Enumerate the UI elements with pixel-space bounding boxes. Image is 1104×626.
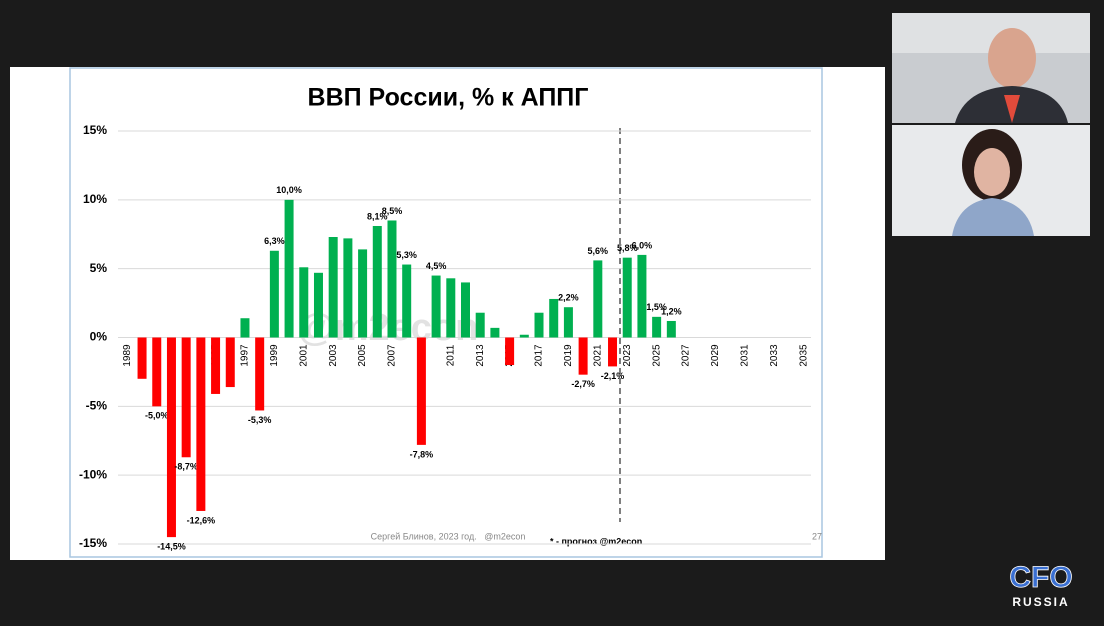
x-tick-label: 2027 bbox=[681, 344, 692, 367]
data-label: 5,3% bbox=[396, 250, 417, 260]
bar bbox=[431, 275, 441, 338]
bar bbox=[313, 272, 323, 338]
data-label: 5,6% bbox=[588, 246, 609, 256]
data-label: 8,5% bbox=[382, 206, 403, 216]
bar bbox=[637, 254, 647, 338]
x-tick-label: 2001 bbox=[298, 344, 309, 367]
x-tick-label: 1989 bbox=[122, 344, 133, 367]
data-label: -5,0% bbox=[145, 411, 169, 421]
bar bbox=[225, 337, 235, 388]
x-tick-label: 1999 bbox=[269, 344, 280, 367]
x-tick-label: 2035 bbox=[798, 344, 809, 367]
bar bbox=[563, 307, 573, 338]
y-tick-label: -10% bbox=[79, 467, 107, 481]
bar bbox=[137, 337, 147, 379]
data-label: 6,0% bbox=[632, 240, 653, 250]
data-label: -7,8% bbox=[410, 449, 434, 459]
y-tick-label: 5% bbox=[90, 261, 108, 275]
x-tick-label: 2033 bbox=[769, 344, 780, 367]
x-tick-label: 2029 bbox=[710, 344, 721, 367]
bar bbox=[343, 238, 353, 338]
logo: RUSSIA bbox=[1012, 595, 1069, 609]
bar bbox=[255, 337, 265, 411]
source: Сергей Блинов, 2023 год. @m2econ bbox=[371, 531, 526, 541]
page-number: 27 bbox=[812, 531, 822, 541]
y-tick-label: -5% bbox=[86, 399, 108, 413]
bar bbox=[152, 337, 162, 407]
x-tick-label: 2017 bbox=[534, 344, 545, 367]
bar bbox=[358, 249, 368, 338]
video-tile bbox=[892, 13, 1090, 123]
data-label: 5,8% bbox=[617, 243, 638, 253]
data-label: -12,6% bbox=[187, 515, 216, 525]
bar bbox=[166, 337, 176, 538]
x-tick-label: 2019 bbox=[563, 344, 574, 367]
data-label: 8,1% bbox=[367, 211, 388, 221]
x-tick-label: 2011 bbox=[445, 344, 456, 366]
bar bbox=[372, 225, 382, 338]
x-tick-label: 2013 bbox=[475, 344, 486, 367]
bar bbox=[196, 337, 206, 511]
bar bbox=[519, 334, 529, 338]
x-tick-label: 1997 bbox=[240, 344, 251, 367]
data-label: -8,7% bbox=[174, 462, 198, 472]
bar bbox=[181, 337, 191, 458]
data-label: -5,3% bbox=[248, 415, 272, 425]
y-tick-label: -15% bbox=[79, 536, 107, 550]
bar bbox=[475, 312, 485, 338]
video-tile bbox=[892, 125, 1090, 236]
bar bbox=[534, 312, 544, 338]
bar bbox=[328, 237, 338, 338]
x-tick-label: 2031 bbox=[739, 344, 750, 367]
bar bbox=[666, 320, 676, 338]
bar bbox=[299, 267, 309, 338]
chart-title: ВВП России, % к АППГ bbox=[308, 84, 589, 112]
y-tick-label: 10% bbox=[83, 192, 107, 206]
y-tick-label: 0% bbox=[90, 330, 108, 344]
data-label: -14,5% bbox=[157, 541, 186, 551]
bar bbox=[549, 298, 559, 338]
data-label: 4,5% bbox=[426, 261, 447, 271]
bar bbox=[211, 337, 221, 394]
bar bbox=[416, 337, 426, 445]
data-label: 10,0% bbox=[276, 185, 302, 195]
x-tick-label: 2005 bbox=[357, 344, 368, 367]
bar bbox=[284, 199, 294, 338]
x-tick-label: 2003 bbox=[328, 344, 339, 367]
data-label: 1,2% bbox=[661, 306, 682, 316]
bar bbox=[578, 337, 588, 375]
slide-frame bbox=[69, 67, 823, 558]
data-label: 1,5% bbox=[646, 302, 667, 312]
y-tick-label: 15% bbox=[83, 123, 107, 137]
data-label: 6,3% bbox=[264, 236, 285, 246]
bar bbox=[461, 282, 470, 338]
bar bbox=[505, 337, 515, 366]
bar bbox=[490, 327, 500, 338]
bar bbox=[402, 264, 412, 338]
bar bbox=[269, 250, 279, 338]
bar bbox=[387, 220, 397, 338]
data-label: -2,1% bbox=[601, 371, 625, 381]
x-tick-label: 2007 bbox=[387, 344, 398, 367]
bar bbox=[652, 316, 662, 338]
x-tick-label: 2025 bbox=[651, 344, 662, 367]
data-label: 2,2% bbox=[558, 293, 579, 303]
bar bbox=[622, 257, 632, 338]
note: * - прогноз @m2econ bbox=[550, 536, 642, 546]
data-label: -2,7% bbox=[571, 379, 595, 389]
bar bbox=[593, 260, 603, 338]
x-tick-label: 2023 bbox=[622, 344, 633, 367]
logo: CFO bbox=[1009, 561, 1072, 594]
bar bbox=[240, 318, 250, 338]
bar bbox=[446, 278, 456, 338]
bar bbox=[608, 337, 618, 367]
x-tick-label: 2021 bbox=[592, 344, 603, 367]
